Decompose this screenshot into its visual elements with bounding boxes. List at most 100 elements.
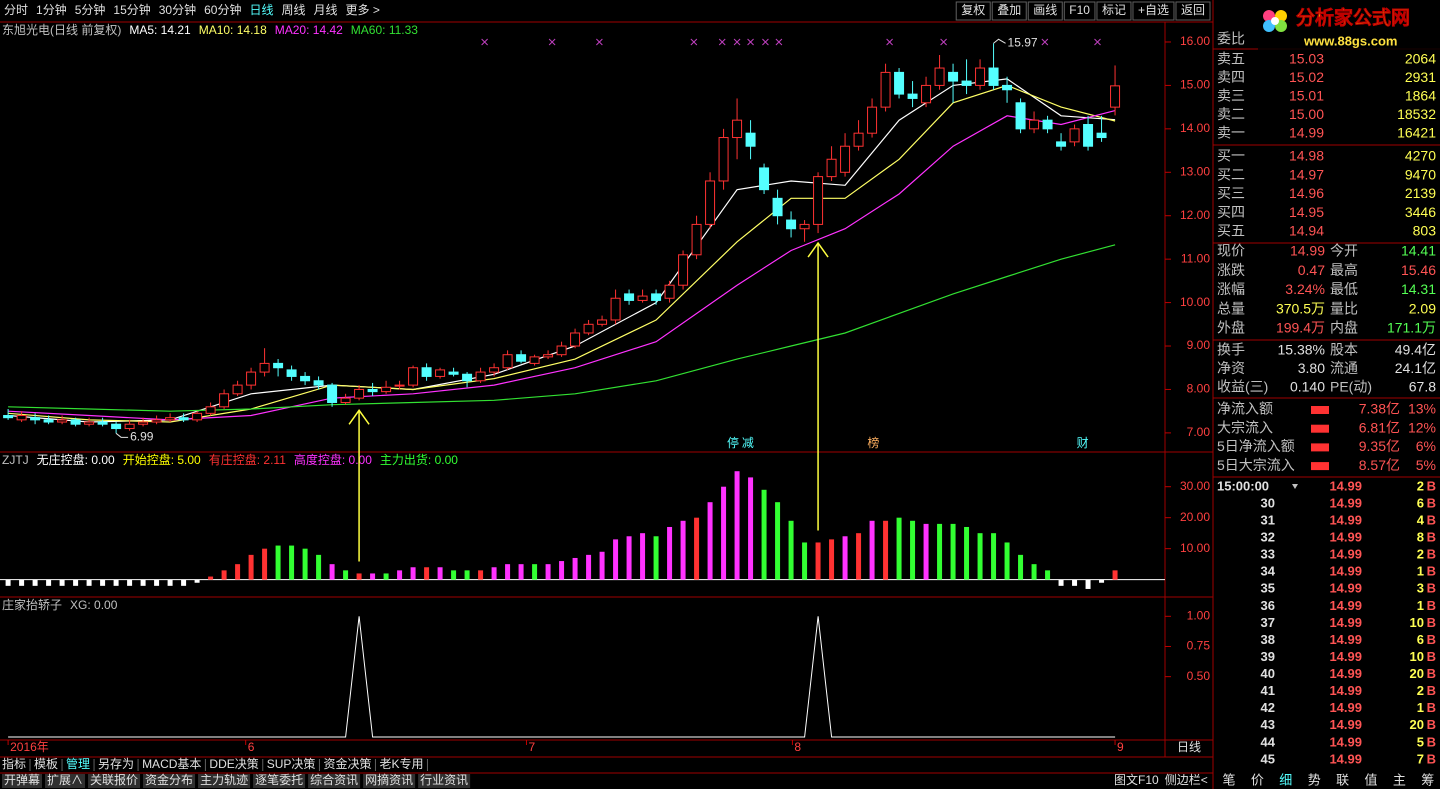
- bottom-tab[interactable]: 资金决策: [323, 756, 371, 771]
- event-tag[interactable]: 停: [727, 435, 739, 450]
- toolbar-button[interactable]: 标记: [1102, 3, 1126, 17]
- tool-button[interactable]: 资金分布: [145, 772, 193, 787]
- side-tab[interactable]: 势: [1308, 772, 1321, 787]
- ma-line: [8, 84, 1116, 423]
- tool-button[interactable]: 主力轨迹: [200, 773, 248, 787]
- candle-body: [718, 137, 729, 182]
- candle-body: [516, 354, 527, 362]
- candle-body: [624, 293, 635, 301]
- toolbar-button[interactable]: 画线: [1033, 3, 1057, 17]
- period-tab[interactable]: 更多 >: [346, 3, 380, 17]
- toolbar-button[interactable]: F10: [1069, 3, 1090, 17]
- legend-entry: 无庄控盘: 0.00: [37, 452, 115, 467]
- flow-label: 5日净流入额: [1217, 438, 1295, 454]
- bottom-tab[interactable]: DDE决策: [209, 757, 258, 771]
- candle-body: [948, 71, 959, 82]
- logo-title: 分析家公式网: [1296, 6, 1410, 29]
- candle-body: [934, 67, 945, 86]
- period-tab[interactable]: 周线: [281, 3, 305, 17]
- tool-button[interactable]: 关联报价: [90, 772, 138, 787]
- trade-volume: 1: [1417, 564, 1424, 579]
- signal-mark: [548, 38, 556, 46]
- tool-button[interactable]: 网摘资讯: [365, 772, 413, 787]
- event-tag[interactable]: 财: [1077, 436, 1089, 450]
- tool-button[interactable]: 侧边栏<: [1165, 772, 1208, 787]
- y-tick-label: 0.75: [1187, 639, 1211, 653]
- toolbar-button[interactable]: 叠加: [997, 3, 1021, 17]
- side-tab[interactable]: 细: [1279, 772, 1292, 787]
- bottom-tab[interactable]: 管理: [66, 756, 90, 771]
- trade-price: 14.99: [1329, 512, 1362, 527]
- period-label[interactable]: 日线: [1177, 740, 1201, 754]
- indicator-bar: [1085, 579, 1091, 589]
- period-tab[interactable]: 月线: [314, 3, 338, 17]
- book-volume: 18532: [1397, 106, 1436, 122]
- indicator-bar: [923, 523, 929, 580]
- period-tab[interactable]: 日线: [249, 3, 273, 17]
- book-volume: 3446: [1405, 204, 1436, 220]
- side-tab[interactable]: 笔: [1222, 772, 1235, 787]
- period-tab[interactable]: 15分钟: [113, 2, 150, 17]
- tool-button[interactable]: 扩展∧: [47, 773, 83, 787]
- period-tab[interactable]: 30分钟: [159, 2, 196, 17]
- period-tab[interactable]: 分时: [4, 3, 28, 17]
- indicator-bar: [707, 502, 713, 580]
- tool-button[interactable]: 行业资讯: [420, 773, 468, 787]
- period-tab[interactable]: 1分钟: [36, 2, 67, 17]
- event-tag[interactable]: 榜: [867, 435, 879, 450]
- candle-body: [570, 332, 581, 347]
- tool-frame: [45, 774, 86, 788]
- side-tab[interactable]: 值: [1364, 772, 1377, 787]
- stat-label: PE(动): [1330, 379, 1372, 395]
- candle-body: [543, 354, 554, 358]
- bottom-tab[interactable]: MACD基本: [142, 757, 201, 771]
- trade-time: 32: [1261, 530, 1275, 545]
- bottom-tab[interactable]: 模板: [34, 757, 58, 771]
- tool-button[interactable]: 逐笔委托: [255, 772, 303, 787]
- low-label: 6.99: [130, 429, 154, 443]
- side-tab[interactable]: 主: [1393, 772, 1406, 787]
- toolbar-button[interactable]: 返回: [1181, 3, 1205, 17]
- book-price: 14.99: [1289, 125, 1324, 141]
- legend-entry: MA10: 14.18: [199, 23, 267, 37]
- stat-value: 2.09: [1409, 300, 1436, 316]
- y-tick-label: 10.00: [1180, 295, 1210, 309]
- tool-button[interactable]: 综合资讯: [310, 772, 358, 787]
- bottom-tab[interactable]: SUP决策: [267, 757, 316, 771]
- period-tab[interactable]: 5分钟: [75, 2, 106, 17]
- side-tab[interactable]: 价: [1251, 772, 1264, 787]
- trade-time: 35: [1261, 581, 1275, 596]
- trade-volume: 1: [1417, 700, 1424, 715]
- trade-volume: 20: [1410, 666, 1424, 681]
- bottom-tab[interactable]: 另存为: [98, 757, 134, 771]
- side-tab[interactable]: 筹: [1421, 772, 1434, 787]
- indicator-bar: [626, 536, 632, 580]
- x-tick-label: 8: [794, 740, 801, 754]
- tool-button[interactable]: 开弹幕: [4, 773, 40, 787]
- bottom-tab[interactable]: 指标: [2, 756, 26, 771]
- tool-button[interactable]: 图文F10: [1114, 772, 1159, 787]
- candle-body: [1096, 132, 1107, 139]
- bottom-tab[interactable]: 老K专用: [379, 756, 423, 771]
- period-tab[interactable]: 60分钟: [204, 2, 241, 17]
- side-tab[interactable]: 联: [1336, 772, 1349, 787]
- trade-side: B: [1427, 495, 1436, 510]
- stat-label: 涨幅: [1217, 281, 1245, 297]
- book-label: 卖四: [1217, 69, 1245, 85]
- trade-time: 41: [1261, 683, 1275, 698]
- tool-frame: [308, 774, 361, 788]
- indicator-bar: [181, 579, 187, 586]
- candle-body: [313, 380, 324, 386]
- trade-side: B: [1427, 666, 1436, 681]
- stat-label: 现价: [1217, 243, 1245, 259]
- indicator-bar: [505, 564, 511, 580]
- toolbar-button[interactable]: +自选: [1138, 3, 1169, 17]
- signal-mark: [747, 38, 754, 46]
- event-tag[interactable]: 减: [742, 436, 754, 450]
- book-label: 卖二: [1217, 106, 1245, 122]
- flow-value: 6.81亿: [1359, 419, 1400, 435]
- indicator-bar: [640, 533, 646, 580]
- trade-price: 14.99: [1329, 598, 1362, 613]
- signal-mark: [733, 38, 741, 46]
- toolbar-button[interactable]: 复权: [961, 3, 985, 17]
